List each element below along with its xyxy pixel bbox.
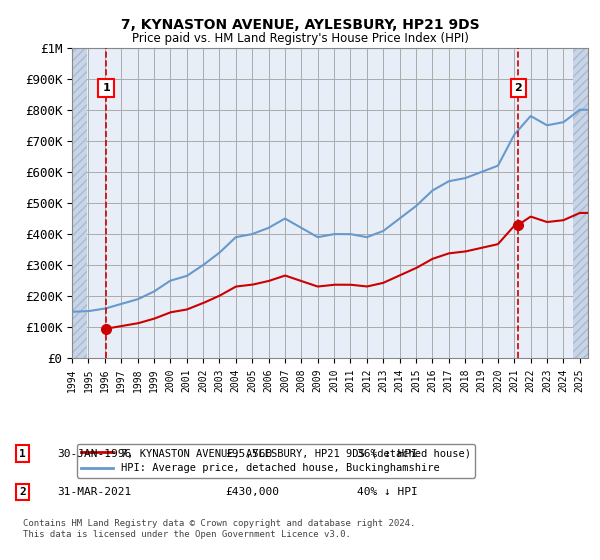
Text: Contains HM Land Registry data © Crown copyright and database right 2024.
This d: Contains HM Land Registry data © Crown c… <box>23 519 415 539</box>
Text: 36% ↓ HPI: 36% ↓ HPI <box>357 449 418 459</box>
Text: Price paid vs. HM Land Registry's House Price Index (HPI): Price paid vs. HM Land Registry's House … <box>131 32 469 45</box>
Text: 2: 2 <box>19 487 26 497</box>
Text: 1: 1 <box>102 83 110 93</box>
Text: 7, KYNASTON AVENUE, AYLESBURY, HP21 9DS: 7, KYNASTON AVENUE, AYLESBURY, HP21 9DS <box>121 18 479 32</box>
Text: £430,000: £430,000 <box>225 487 279 497</box>
Text: £95,560: £95,560 <box>225 449 272 459</box>
Text: 1: 1 <box>19 449 26 459</box>
Text: 30-JAN-1996: 30-JAN-1996 <box>57 449 131 459</box>
Text: 31-MAR-2021: 31-MAR-2021 <box>57 487 131 497</box>
Text: 2: 2 <box>515 83 522 93</box>
Legend: 7, KYNASTON AVENUE, AYLESBURY, HP21 9DS (detached house), HPI: Average price, de: 7, KYNASTON AVENUE, AYLESBURY, HP21 9DS … <box>77 444 475 478</box>
Text: 40% ↓ HPI: 40% ↓ HPI <box>357 487 418 497</box>
